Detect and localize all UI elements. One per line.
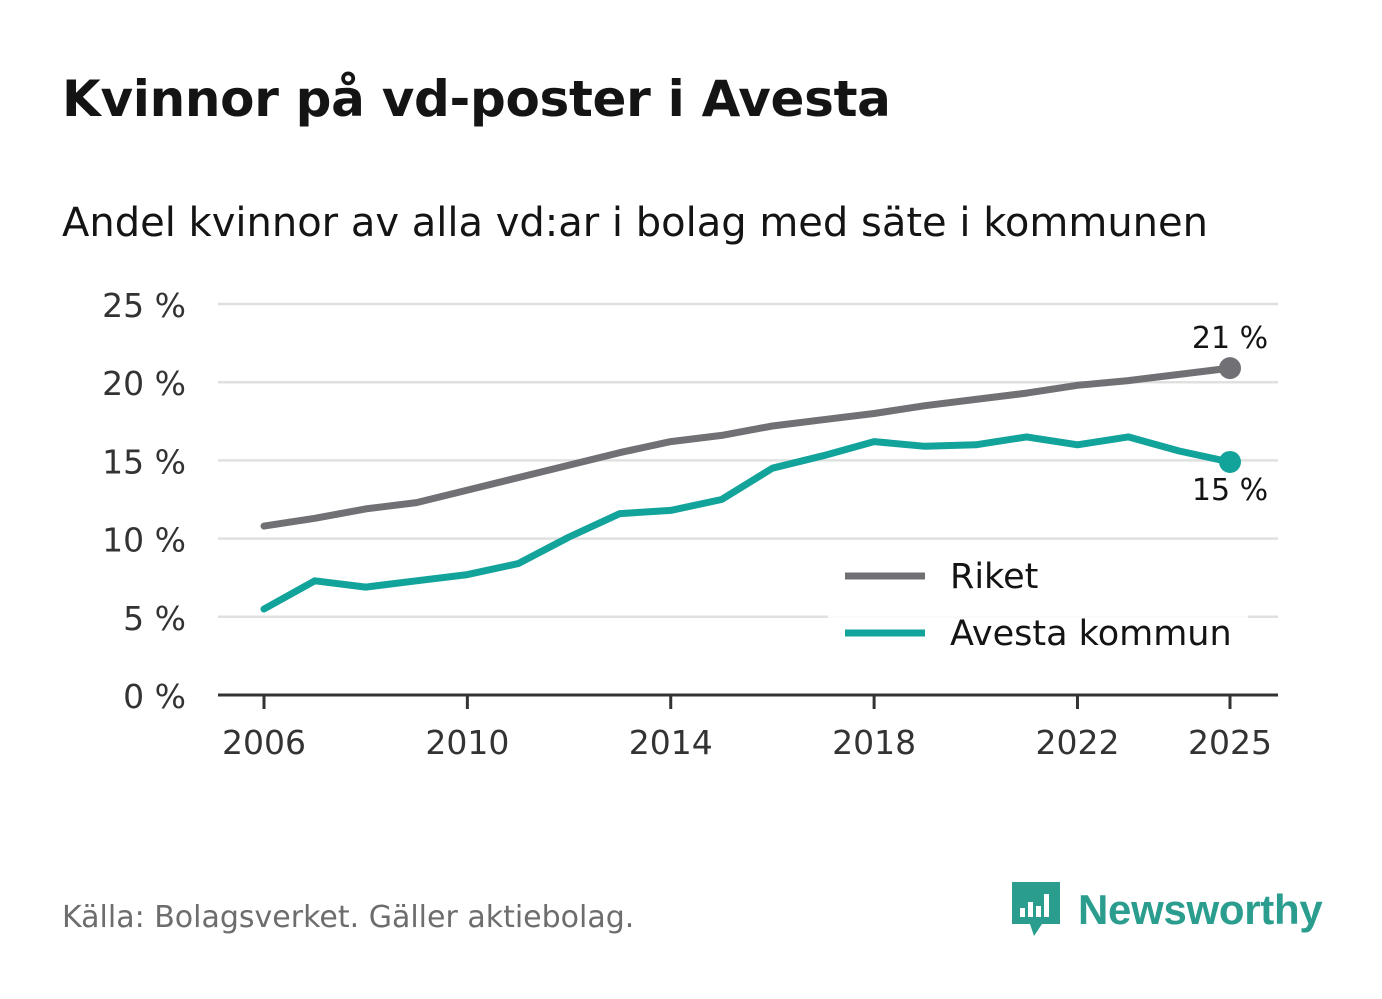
y-tick-label: 10 % xyxy=(102,521,186,560)
avesta-end-label: 15 % xyxy=(1192,473,1268,508)
logo-bar-4 xyxy=(1044,894,1049,917)
y-tick-label: 25 % xyxy=(102,286,186,325)
avesta-line-end-marker xyxy=(1219,450,1241,473)
riket-line-end-marker xyxy=(1219,357,1241,380)
logo-bar-3 xyxy=(1036,906,1041,917)
source-note: Källa: Bolagsverket. Gäller aktiebolag. xyxy=(62,900,635,935)
chart-subtitle: Andel kvinnor av alla vd:ar i bolag med … xyxy=(62,200,1208,246)
legend-label: Riket xyxy=(950,557,1038,597)
y-tick-label: 20 % xyxy=(102,364,186,403)
newsworthy-logo-icon xyxy=(1012,882,1060,936)
brand-logo: Newsworthy xyxy=(1010,880,1323,940)
x-tick-label: 2014 xyxy=(629,723,713,762)
brand-name: Newsworthy xyxy=(1078,886,1323,933)
chart-title: Kvinnor på vd-poster i Avesta xyxy=(62,70,891,128)
x-tick-label: 2018 xyxy=(832,723,916,762)
legend-label: Avesta kommun xyxy=(950,614,1232,654)
y-tick-label: 0 % xyxy=(123,677,186,716)
x-tick-label: 2010 xyxy=(425,723,509,762)
logo-bar-2 xyxy=(1028,902,1033,917)
legend-background xyxy=(828,547,1248,665)
logo-bar-1 xyxy=(1020,908,1025,917)
x-tick-label: 2022 xyxy=(1035,723,1119,762)
riket-end-label: 21 % xyxy=(1192,321,1268,356)
line-chart: 0 % 5 % 10 % 15 % 20 % 25 % 2006 2010 2014 2018 20… xyxy=(102,286,1278,762)
riket-line xyxy=(260,364,1234,530)
x-tick-label: 2006 xyxy=(222,723,306,762)
y-tick-label: 5 % xyxy=(123,599,186,638)
avesta-line xyxy=(260,433,1234,613)
x-tick-label: 2025 xyxy=(1188,723,1272,762)
y-tick-label: 15 % xyxy=(102,442,186,481)
